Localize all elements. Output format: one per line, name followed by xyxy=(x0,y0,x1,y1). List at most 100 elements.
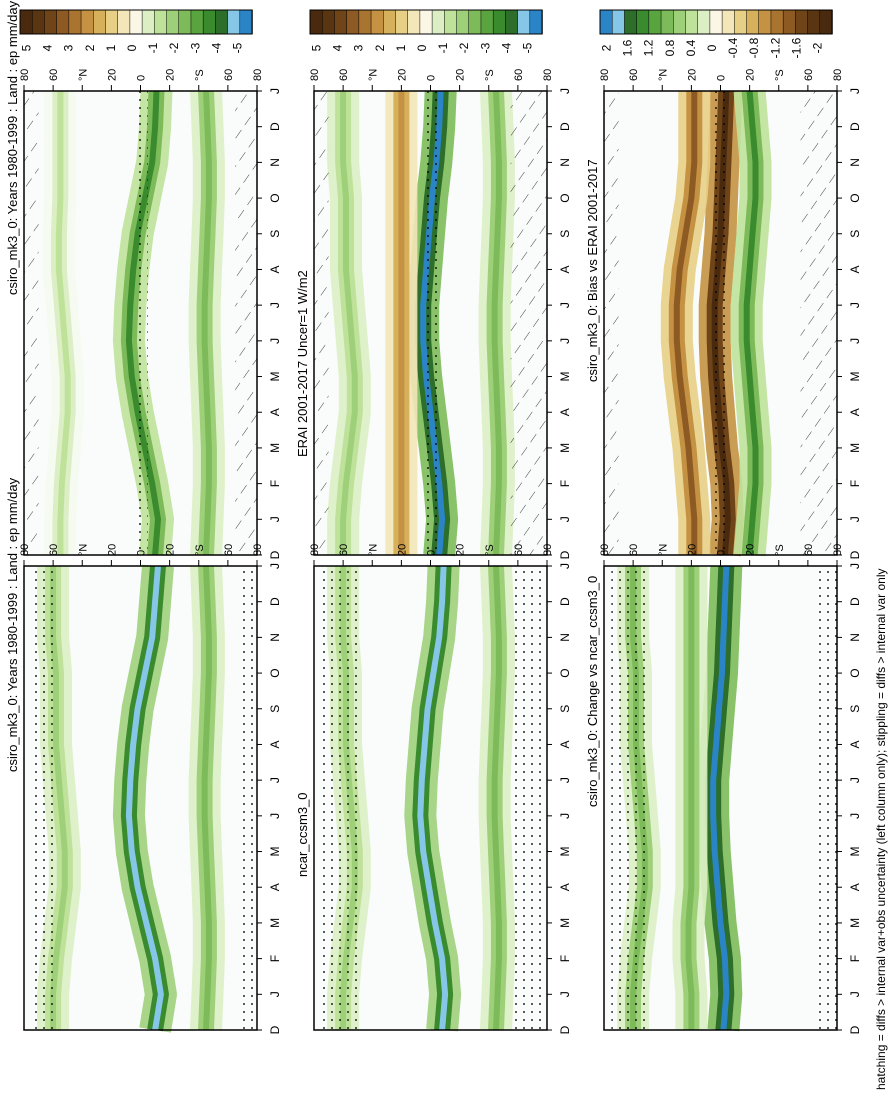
colorbar-cell xyxy=(407,9,421,35)
month-tick-label: A xyxy=(268,265,282,273)
colorbar-label: 3 xyxy=(62,44,76,51)
lat-tick-label: 20 xyxy=(106,69,118,81)
colorbar-label: 1 xyxy=(104,44,118,51)
colorbar-cell xyxy=(807,9,821,35)
lat-tick-label: °N xyxy=(77,69,89,81)
colorbar-cell xyxy=(611,9,626,35)
colorbar-cell xyxy=(468,9,482,35)
month-tick-label: J xyxy=(558,991,572,997)
colorbar-cell xyxy=(492,9,507,35)
colorbar-cell xyxy=(673,9,687,35)
panel-title: ncar_ccsm3_0 xyxy=(295,792,310,877)
month-tick-label: J xyxy=(268,777,282,783)
lat-tick-label: °N xyxy=(657,544,669,556)
lat-tick-label: 20 xyxy=(165,69,177,81)
month-tick-label: J xyxy=(558,302,572,308)
month-tick-label: D xyxy=(848,550,862,559)
month-tick-label: A xyxy=(558,265,572,273)
colorbar-cell xyxy=(660,9,675,35)
month-tick-label: N xyxy=(558,633,572,642)
colorbar-cell xyxy=(321,9,336,35)
feature-core-1 xyxy=(201,90,212,556)
month-tick-label: S xyxy=(268,230,282,238)
feature-core-2 xyxy=(55,91,71,555)
lat-tick-label: 20 xyxy=(396,69,408,81)
month-tick-label: A xyxy=(848,265,862,273)
month-tick-label: D xyxy=(558,122,572,131)
lat-tick-label: 0 xyxy=(136,75,148,81)
colorbar-label: -1.2 xyxy=(768,37,782,58)
colorbar-label: 0 xyxy=(705,44,719,51)
feature-core-0 xyxy=(125,90,161,556)
colorbar-cell xyxy=(215,9,229,35)
month-tick-label: M xyxy=(268,918,282,928)
month-tick-label: N xyxy=(268,633,282,642)
colorbar-cell xyxy=(431,9,446,35)
feature-core-1 xyxy=(673,91,698,555)
colorbar-frame xyxy=(19,9,253,35)
colorbar-cell xyxy=(529,9,543,35)
month-tick-label: J xyxy=(268,563,282,569)
month-tick-label: O xyxy=(848,668,862,677)
month-tick-label: O xyxy=(558,668,572,677)
month-tick-label: M xyxy=(558,372,572,382)
colorbar-label: 1.6 xyxy=(621,39,635,56)
month-tick-label: J xyxy=(558,516,572,522)
colorbar-cell xyxy=(795,9,809,35)
footnote-group: hatching = diffs > internal var+obs unce… xyxy=(874,568,888,1090)
colorbar-cell xyxy=(190,9,204,35)
month-tick-label: M xyxy=(848,847,862,857)
hatch-region xyxy=(24,91,39,555)
colorbar-label: -4 xyxy=(499,42,513,53)
panel-title: csiro_mk3_0: Bias vs ERAI 2001-2017 xyxy=(585,159,600,382)
month-tick-label: S xyxy=(558,705,572,713)
month-tick-label: J xyxy=(848,813,862,819)
lat-tick-label: 60 xyxy=(48,69,60,81)
panel-title: csiro_mk3_0: Change vs ncar_ccsm3_0 xyxy=(585,576,600,807)
month-tick-label: D xyxy=(848,1025,862,1034)
colorbar-cell xyxy=(178,9,192,35)
lat-tick-label: 80 xyxy=(542,544,554,556)
lat-tick-label: °S xyxy=(194,544,206,556)
feature-core-2 xyxy=(743,90,759,556)
feature-core-1 xyxy=(201,565,212,1031)
hatch-region xyxy=(510,91,547,555)
lat-tick-label: °N xyxy=(657,69,669,81)
month-tick-label: F xyxy=(848,480,862,487)
lat-tick-label: 60 xyxy=(338,69,350,81)
colorbar-cell xyxy=(480,9,494,35)
colorbar-cell xyxy=(68,9,82,35)
colorbar-cell xyxy=(624,9,638,35)
month-tick-label: M xyxy=(558,918,572,928)
colorbar-cell xyxy=(370,9,385,35)
feature-core-0 xyxy=(710,565,730,1031)
colorbar-cell xyxy=(444,9,458,35)
colorbar-cell xyxy=(456,9,470,35)
colorbar-cell xyxy=(599,9,613,35)
colorbar-cell xyxy=(648,9,662,35)
lat-tick-label: 20 xyxy=(745,544,757,556)
month-tick-label: O xyxy=(848,193,862,202)
colorbar-cell xyxy=(141,9,156,35)
month-tick-label: J xyxy=(848,338,862,344)
month-tick-label: N xyxy=(268,158,282,167)
colorbar-cell xyxy=(154,9,168,35)
colorbar-label: -1.6 xyxy=(789,37,803,58)
lat-tick-label: °S xyxy=(484,544,496,556)
panel-p2: 80 60 °N 20 0 20 °S 60 80DJFMAMJJASONDJcsiro_mk3… xyxy=(5,477,282,1034)
colorbar-label: 2 xyxy=(600,44,614,51)
colorbar-cell xyxy=(334,9,348,35)
colorbar-cell xyxy=(166,9,180,35)
lat-tick-label: 80 xyxy=(309,544,321,556)
colorbar-cell xyxy=(734,9,748,35)
colorbar-label: -1 xyxy=(146,42,160,53)
colorbar-label: 2 xyxy=(373,44,387,51)
colorbar-3: 2 1.6 1.2 0.8 0.4 0 -0.4 -0.8 -1.2 -1.6 -2 xyxy=(599,9,833,58)
colorbar-1: 5 4 3 2 1 0 -1 -2 -3 -4 -5 xyxy=(19,9,253,53)
lat-tick-label: 60 xyxy=(223,544,235,556)
month-tick-label: J xyxy=(268,813,282,819)
lat-tick-label: °N xyxy=(367,69,379,81)
colorbar-cell xyxy=(129,9,143,35)
colorbar-cell xyxy=(383,9,397,35)
lat-tick-label: 20 xyxy=(745,69,757,81)
